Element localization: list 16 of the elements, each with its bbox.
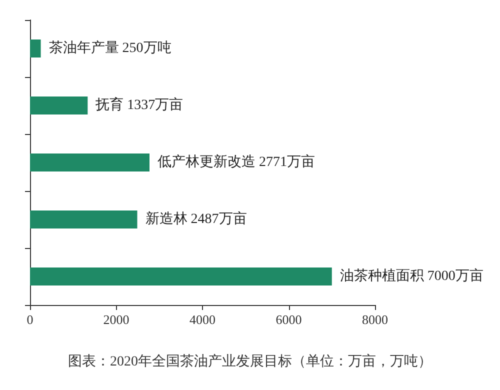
data-label: 抚育 1337万亩 <box>94 96 184 113</box>
bar <box>30 268 332 286</box>
x-tick-label: 8000 <box>362 312 388 327</box>
data-label: 低产林更新改造 2771万亩 <box>158 154 315 170</box>
bar <box>30 210 138 228</box>
x-tick-label: 4000 <box>190 312 216 327</box>
bar <box>30 96 88 114</box>
bar <box>30 154 150 172</box>
x-tick-label: 2000 <box>103 312 130 327</box>
data-label: 茶油年产量 250万吨 <box>48 40 172 56</box>
data-label: 新造林 2487万亩 <box>145 211 247 227</box>
data-label: 油茶种植面积 7000万亩 <box>340 268 484 284</box>
text: 图表：2020年全国茶油产业发展目标（单位：万亩，万吨） <box>68 354 432 370</box>
x-tick-label: 0 <box>26 312 34 327</box>
x-tick-label: 6000 <box>276 312 302 327</box>
bar <box>30 40 41 58</box>
